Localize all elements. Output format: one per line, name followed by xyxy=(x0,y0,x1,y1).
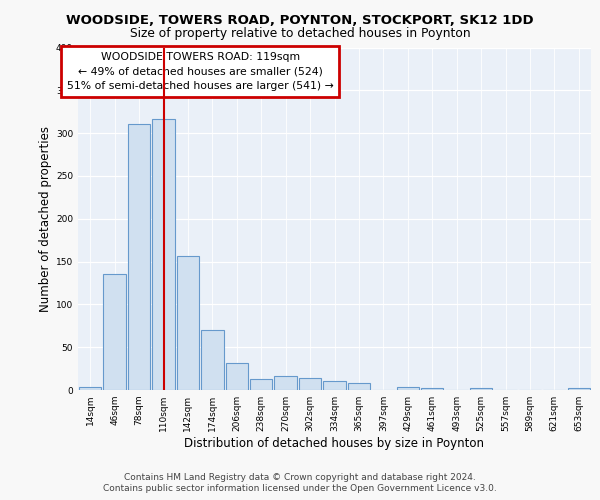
Text: WOODSIDE TOWERS ROAD: 119sqm
← 49% of detached houses are smaller (524)
51% of s: WOODSIDE TOWERS ROAD: 119sqm ← 49% of de… xyxy=(67,52,334,92)
Bar xyxy=(201,330,224,390)
Bar xyxy=(421,388,443,390)
Bar xyxy=(347,383,370,390)
Bar xyxy=(323,382,346,390)
Bar xyxy=(103,274,126,390)
Bar xyxy=(226,362,248,390)
Bar xyxy=(79,386,101,390)
Text: Contains public sector information licensed under the Open Government Licence v3: Contains public sector information licen… xyxy=(103,484,497,493)
Text: WOODSIDE, TOWERS ROAD, POYNTON, STOCKPORT, SK12 1DD: WOODSIDE, TOWERS ROAD, POYNTON, STOCKPOR… xyxy=(66,14,534,27)
Text: Contains HM Land Registry data © Crown copyright and database right 2024.: Contains HM Land Registry data © Crown c… xyxy=(124,472,476,482)
Bar xyxy=(470,388,493,390)
Y-axis label: Number of detached properties: Number of detached properties xyxy=(39,126,52,312)
Bar xyxy=(152,120,175,390)
Bar xyxy=(568,388,590,390)
Bar xyxy=(250,379,272,390)
X-axis label: Distribution of detached houses by size in Poynton: Distribution of detached houses by size … xyxy=(185,437,485,450)
Bar xyxy=(176,256,199,390)
Bar xyxy=(397,386,419,390)
Bar xyxy=(299,378,322,390)
Bar xyxy=(274,376,297,390)
Text: Size of property relative to detached houses in Poynton: Size of property relative to detached ho… xyxy=(130,28,470,40)
Bar xyxy=(128,124,151,390)
